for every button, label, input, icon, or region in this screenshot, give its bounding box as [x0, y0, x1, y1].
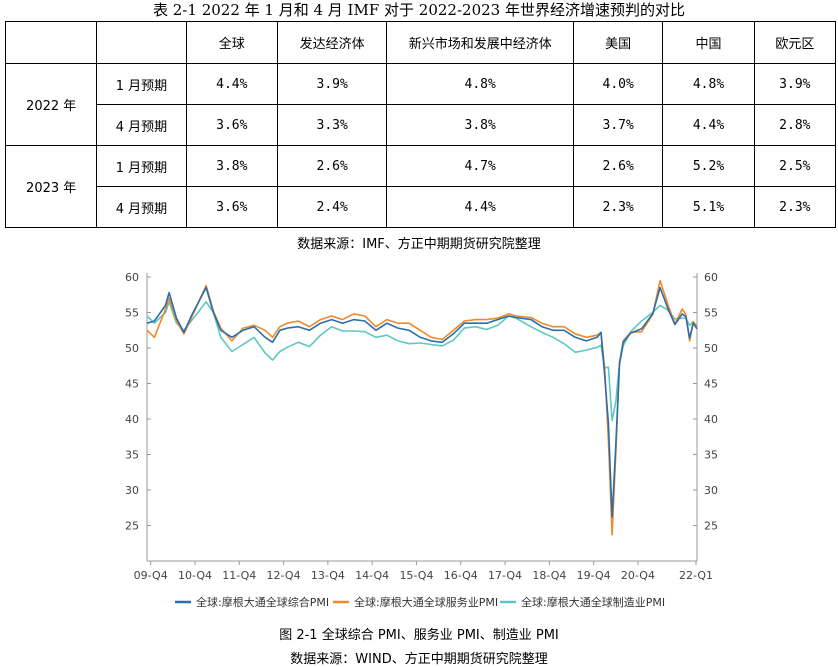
- y-tick-label: 55: [704, 307, 718, 320]
- value-cell: 3.9%: [276, 63, 388, 105]
- year-cell: 2022 年: [4, 63, 98, 146]
- value-cell: 3.8%: [185, 145, 278, 187]
- period-cell: 4 月预期: [96, 186, 187, 228]
- y-tick-label: 25: [125, 520, 139, 533]
- legend-label: 全球:摩根大通全球制造业PMI: [521, 595, 665, 609]
- table-row: 2023 年 1 月预期 3.8% 2.6% 4.7% 2.6% 5.2% 2.…: [4, 145, 837, 228]
- x-tick-label: 09-Q4: [134, 569, 168, 582]
- value-cell: 3.9%: [753, 63, 837, 105]
- header-cell: 美国: [573, 21, 664, 64]
- value-cell: 3.6%: [185, 104, 278, 146]
- x-tick-label: 19-Q4: [577, 569, 611, 582]
- period-cell: 1 月预期: [96, 145, 187, 187]
- y-tick-label: 40: [704, 413, 718, 426]
- table-row: 4 月预期 3.6% 3.3% 3.8% 3.7% 4.4% 2.8%: [6, 104, 837, 146]
- y-tick-label: 55: [125, 307, 139, 320]
- value-cell: 4.4%: [386, 186, 575, 228]
- x-tick-label: 20-Q4: [621, 569, 655, 582]
- table-row: 4 月预期 3.6% 2.4% 4.4% 2.3% 5.1% 2.3%: [6, 186, 837, 228]
- table-header-row: 全球 发达经济体 新兴市场和发展中经济体 美国 中国 欧元区: [4, 21, 837, 64]
- chart-legend: 全球:摩根大通全球综合PMI 全球:摩根大通全球服务业PMI 全球:摩根大通全球制造…: [175, 595, 665, 609]
- x-tick-label: 18-Q4: [532, 569, 566, 582]
- value-cell: 4.0%: [573, 63, 664, 105]
- value-cell: 2.5%: [753, 145, 837, 187]
- y-tick-label: 35: [704, 449, 718, 462]
- x-tick-label: 14-Q4: [355, 569, 389, 582]
- x-tick-label: 10-Q4: [178, 569, 212, 582]
- value-cell: 2.8%: [753, 104, 837, 146]
- value-cell: 3.6%: [185, 186, 278, 228]
- value-cell: 4.4%: [662, 104, 755, 146]
- x-tick-label: 16-Q4: [444, 569, 478, 582]
- value-cell: 3.8%: [386, 104, 575, 146]
- x-tick-label: 11-Q4: [222, 569, 256, 582]
- series-line-2: [146, 301, 698, 422]
- chart-series-layer: [146, 279, 698, 536]
- value-cell: 2.3%: [753, 186, 837, 228]
- value-cell: 3.7%: [573, 104, 664, 146]
- value-cell: 4.8%: [662, 63, 755, 105]
- header-cell: [4, 21, 98, 64]
- series-line-0: [146, 286, 698, 518]
- chart-source-note: 数据来源：WIND、方正中期期货研究院整理: [290, 652, 548, 667]
- value-cell: 5.1%: [662, 186, 755, 228]
- value-cell: 2.3%: [573, 186, 664, 228]
- y-tick-label: 45: [125, 378, 139, 391]
- table-row: 2022 年 1 月预期 4.4% 3.9% 4.8% 4.0% 4.8% 3.…: [4, 63, 837, 146]
- x-tick-label: 15-Q4: [399, 569, 433, 582]
- y-tick-label: 40: [125, 413, 139, 426]
- y-tick-label: 60: [704, 271, 718, 284]
- legend-label: 全球:摩根大通全球服务业PMI: [354, 595, 498, 609]
- y-tick-label: 50: [125, 342, 139, 355]
- value-cell: 2.6%: [276, 145, 388, 187]
- value-cell: 2.4%: [276, 186, 388, 228]
- table-title: 表 2-1 2022 年 1 月和 4 月 IMF 对于 2022-2023 年…: [153, 1, 685, 19]
- table-source-note: 数据来源：IMF、方正中期期货研究院整理: [297, 237, 541, 252]
- value-cell: 4.8%: [386, 63, 575, 105]
- year-cell: 2023 年: [4, 145, 98, 228]
- legend-label: 全球:摩根大通全球综合PMI: [196, 595, 329, 609]
- y-tick-label: 45: [704, 378, 718, 391]
- x-tick-label: 22-Q1: [679, 569, 713, 582]
- y-tick-label: 35: [125, 449, 139, 462]
- y-tick-label: 30: [125, 484, 139, 497]
- forecast-table: 全球 发达经济体 新兴市场和发展中经济体 美国 中国 欧元区 2022 年 1 …: [4, 21, 837, 228]
- y-tick-label: 50: [704, 342, 718, 355]
- chart-axes: 25 25 30 30 35 35 40 40 45 45 50 50 55 55 60 60 09-Q4 10-…: [125, 271, 718, 582]
- x-tick-label: 17-Q4: [488, 569, 522, 582]
- x-tick-label: 12-Q4: [267, 569, 301, 582]
- header-cell: 中国: [662, 21, 755, 64]
- value-cell: 4.4%: [185, 63, 278, 105]
- y-tick-label: 30: [704, 484, 718, 497]
- header-cell: [96, 21, 187, 64]
- value-cell: 2.6%: [573, 145, 664, 187]
- y-tick-label: 25: [704, 520, 718, 533]
- value-cell: 5.2%: [662, 145, 755, 187]
- x-tick-label: 13-Q4: [311, 569, 345, 582]
- value-cell: 4.7%: [386, 145, 575, 187]
- header-cell: 新兴市场和发展中经济体: [386, 21, 575, 64]
- header-cell: 全球: [185, 21, 278, 64]
- chart-caption: 图 2-1 全球综合 PMI、服务业 PMI、制造业 PMI: [279, 628, 559, 643]
- header-cell: 发达经济体: [276, 21, 388, 64]
- header-cell: 欧元区: [753, 21, 837, 64]
- y-tick-label: 60: [125, 271, 139, 284]
- value-cell: 3.3%: [276, 104, 388, 146]
- period-cell: 4 月预期: [96, 104, 187, 146]
- pmi-line-chart: 25 25 30 30 35 35 40 40 45 45 50 50 55 55 60 60 09-Q4 10-…: [125, 271, 718, 609]
- period-cell: 1 月预期: [96, 63, 187, 105]
